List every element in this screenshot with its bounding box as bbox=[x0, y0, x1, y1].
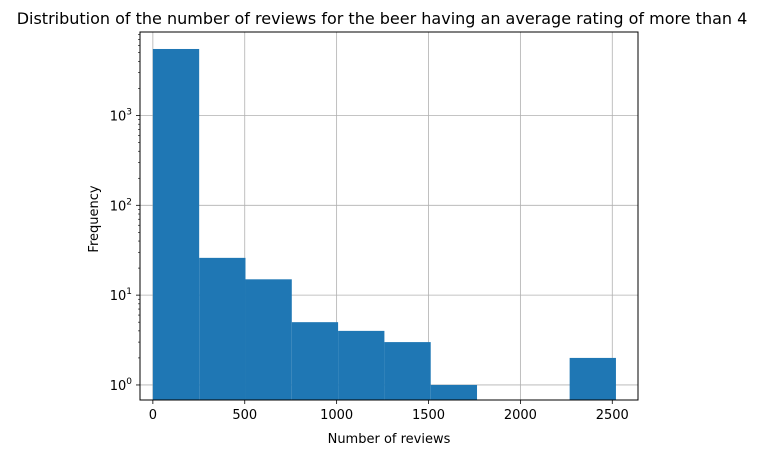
plot-frame bbox=[139, 31, 639, 401]
histogram-bar bbox=[569, 357, 616, 400]
chart-title: Distribution of the number of reviews fo… bbox=[17, 9, 748, 28]
y-tick-label: 103 bbox=[110, 107, 132, 124]
x-axis: 0 500 1000 1500 2000 2500 bbox=[149, 400, 629, 423]
x-tick-label: 500 bbox=[232, 408, 257, 423]
y-tick-label: 100 bbox=[110, 377, 133, 394]
bars bbox=[152, 48, 616, 400]
y-tick-label: 101 bbox=[110, 287, 132, 304]
x-tick-label: 1500 bbox=[412, 408, 445, 423]
y-axis-label: Frequency bbox=[87, 185, 102, 252]
x-tick-label: 0 bbox=[149, 408, 157, 423]
x-axis-label: Number of reviews bbox=[328, 432, 451, 447]
histogram-bar bbox=[338, 330, 385, 400]
histogram-bar bbox=[199, 257, 246, 400]
histogram-bar bbox=[384, 342, 431, 400]
histogram-bar bbox=[245, 279, 292, 400]
y-axis: 100 101 102 103 bbox=[110, 34, 140, 394]
x-tick-label: 1000 bbox=[320, 408, 353, 423]
x-tick-label: 2000 bbox=[504, 408, 537, 423]
histogram-bar bbox=[152, 48, 200, 400]
y-tick-label: 102 bbox=[110, 197, 132, 214]
x-tick-label: 2500 bbox=[596, 408, 629, 423]
histogram-bar bbox=[291, 322, 339, 400]
histogram-bar bbox=[430, 384, 478, 400]
